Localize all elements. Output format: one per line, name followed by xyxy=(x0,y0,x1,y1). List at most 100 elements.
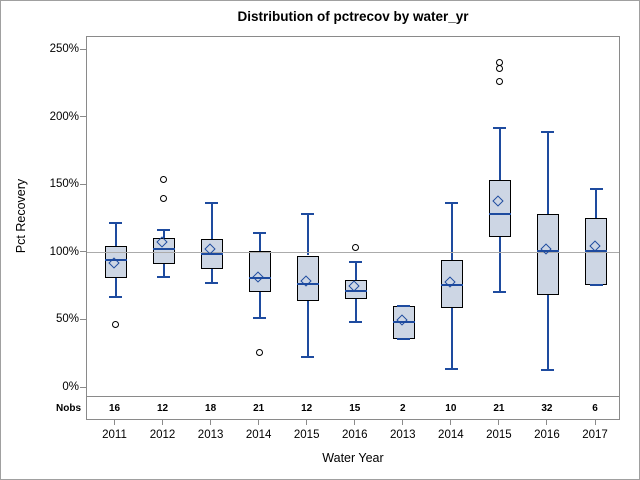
median-line xyxy=(585,250,607,253)
outlier-point xyxy=(496,58,504,66)
whisker-upper-stem xyxy=(546,132,549,214)
x-tick-mark xyxy=(402,420,404,425)
whisker-lower-stem xyxy=(546,294,549,371)
x-tick-label-year: 2014 xyxy=(245,429,272,441)
median-line xyxy=(488,212,511,215)
y-tick-label: 150% xyxy=(49,178,79,191)
whisker-upper-cap xyxy=(589,188,603,191)
box-iqr xyxy=(296,255,319,302)
whisker-lower-cap xyxy=(589,284,603,287)
box-iqr xyxy=(536,213,559,295)
whisker-lower-stem xyxy=(306,301,309,357)
x-tick-mark xyxy=(114,420,115,425)
median-line xyxy=(296,282,319,285)
x-tick-mark xyxy=(354,420,356,425)
x-tick-mark xyxy=(306,420,308,425)
median-line xyxy=(152,247,175,250)
y-tick-label: 50% xyxy=(55,313,79,326)
x-tick-mark xyxy=(498,420,500,425)
y-tick-mark xyxy=(80,251,86,253)
whisker-upper-cap xyxy=(301,212,315,215)
whisker-lower-stem xyxy=(498,236,501,292)
whisker-upper-cap xyxy=(397,304,411,307)
outlier-point xyxy=(160,176,168,184)
whisker-upper-stem xyxy=(354,262,357,280)
x-tick-mark xyxy=(450,420,452,425)
outlier-point xyxy=(160,195,168,203)
whisker-upper-cap xyxy=(445,201,459,204)
outlier-point xyxy=(256,349,264,357)
whisker-upper-stem xyxy=(498,128,501,180)
x-tick-label-year: 2015 xyxy=(486,429,512,441)
nobs-value: 6 xyxy=(592,403,598,414)
whisker-lower-cap xyxy=(349,320,363,323)
outlier-point xyxy=(496,77,504,85)
whisker-lower-stem xyxy=(450,308,453,370)
whisker-lower-stem xyxy=(354,298,357,322)
box-iqr xyxy=(104,246,127,279)
whisker-upper-cap xyxy=(205,201,219,204)
x-tick-label-year: 2013 xyxy=(197,429,224,441)
whisker-upper-stem xyxy=(114,223,117,247)
whisker-lower-cap xyxy=(541,369,555,372)
whisker-upper-cap xyxy=(253,231,267,234)
whisker-lower-stem xyxy=(114,278,117,298)
nobs-row-label: Nobs xyxy=(56,403,81,414)
whisker-lower-stem xyxy=(210,269,213,283)
x-tick-label-year: 2014 xyxy=(438,429,464,441)
whisker-upper-cap xyxy=(493,127,507,130)
outlier-point xyxy=(352,243,360,251)
nobs-value: 10 xyxy=(445,403,457,414)
median-line xyxy=(536,250,559,253)
nobs-value: 16 xyxy=(108,403,121,414)
box-iqr xyxy=(344,279,367,299)
nobs-value: 21 xyxy=(253,403,265,414)
x-tick-label-year: 2016 xyxy=(341,429,368,441)
median-line xyxy=(248,277,271,280)
nobs-value: 2 xyxy=(400,403,406,414)
y-tick-mark xyxy=(80,183,86,185)
whisker-lower-cap xyxy=(445,368,459,371)
whisker-lower-cap xyxy=(253,316,267,319)
x-tick-mark xyxy=(210,420,212,425)
x-tick-label-year: 2013 xyxy=(390,429,416,441)
box-iqr xyxy=(488,179,511,237)
x-tick-label-year: 2011 xyxy=(102,429,127,441)
median-line xyxy=(440,284,463,287)
x-axis-title: Water Year xyxy=(322,451,384,465)
median-line xyxy=(104,258,127,261)
y-tick-mark xyxy=(80,48,86,50)
whisker-upper-stem xyxy=(258,232,261,252)
x-tick-mark xyxy=(594,420,596,425)
y-tick-label: 200% xyxy=(49,110,79,123)
whisker-lower-cap xyxy=(397,338,411,341)
y-tick-label: 100% xyxy=(49,245,79,258)
whisker-lower-cap xyxy=(157,276,171,279)
whisker-lower-stem xyxy=(162,263,165,278)
outlier-point xyxy=(496,65,504,73)
x-tick-label-year: 2017 xyxy=(582,429,608,441)
box-iqr xyxy=(248,251,271,292)
whisker-upper-cap xyxy=(109,222,122,225)
whisker-upper-stem xyxy=(306,213,309,256)
whisker-upper-stem xyxy=(210,202,213,240)
y-tick-label: 0% xyxy=(62,381,79,393)
box-iqr xyxy=(440,259,463,309)
reference-line-100pct xyxy=(87,252,619,254)
x-tick-label-year: 2015 xyxy=(293,429,320,441)
box-iqr xyxy=(152,237,175,264)
outlier-point xyxy=(112,320,119,328)
whisker-lower-cap xyxy=(109,296,122,299)
nobs-band xyxy=(86,397,620,420)
whisker-upper-stem xyxy=(450,202,453,260)
median-line xyxy=(392,320,415,323)
whisker-upper-stem xyxy=(595,189,597,218)
whisker-upper-stem xyxy=(162,229,165,238)
nobs-value: 12 xyxy=(301,403,313,414)
nobs-value: 21 xyxy=(493,403,505,414)
whisker-lower-cap xyxy=(301,355,315,358)
median-line xyxy=(200,253,223,256)
plot-area xyxy=(86,36,620,397)
y-tick-mark xyxy=(80,386,86,388)
